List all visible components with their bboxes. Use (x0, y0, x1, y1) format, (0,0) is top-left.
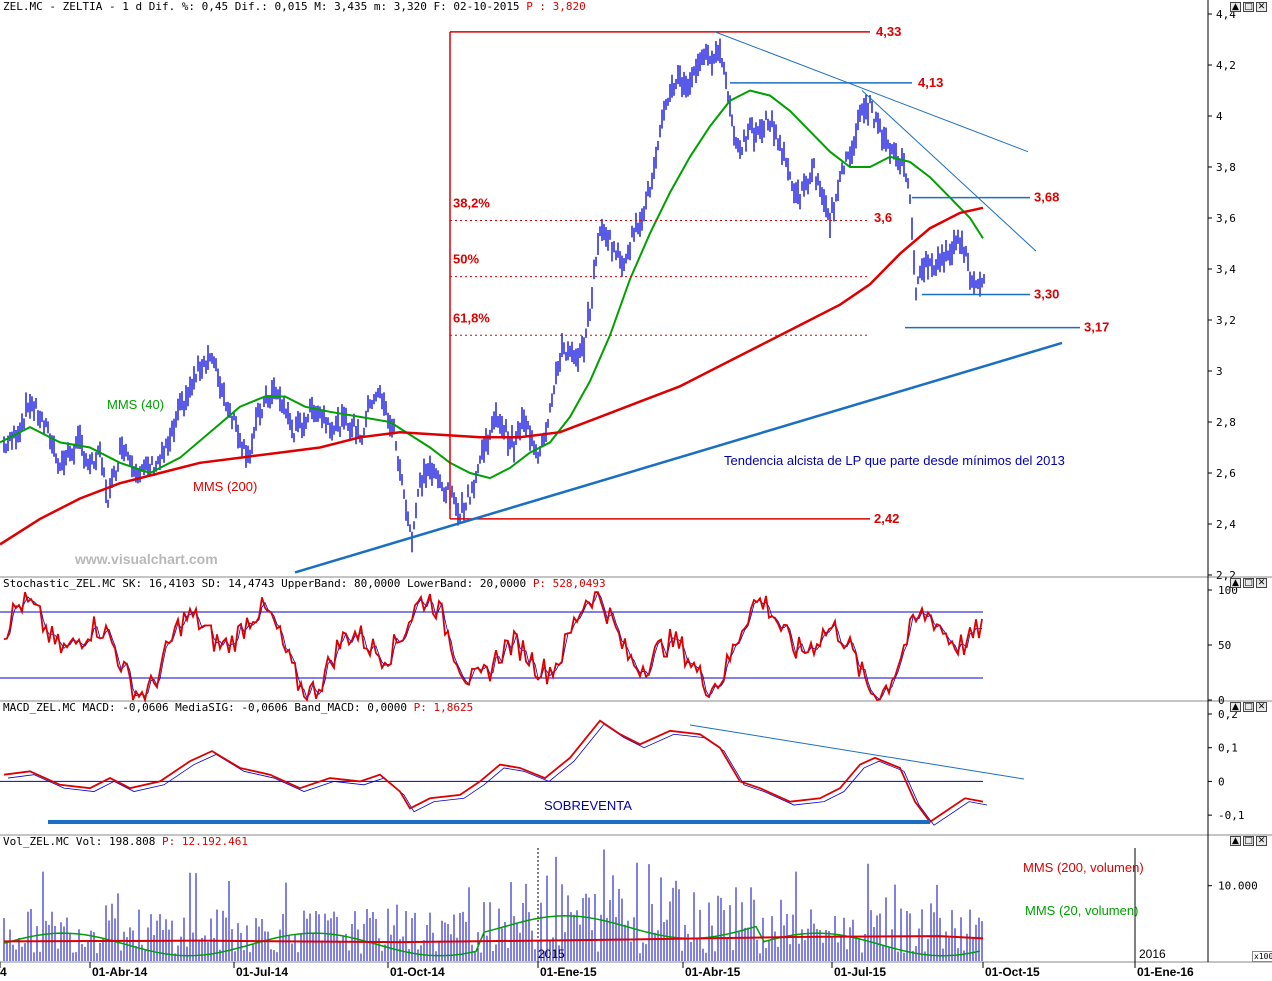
watermark: www.visualchart.com (75, 551, 218, 567)
macd-signal-line (7, 723, 988, 826)
oversold-label: SOBREVENTA (544, 798, 632, 813)
year-label-2015: 2015 (538, 947, 565, 961)
ma200-line (0, 206, 984, 546)
vol-panel-close-button[interactable]: ✕ (1256, 836, 1267, 846)
price-panel-close-button[interactable]: ✕ (1256, 2, 1267, 12)
macd-y-tick-label: -0,1 (1218, 809, 1245, 822)
vol-y-tick-label: 10.000 (1218, 880, 1258, 893)
price-y-tick-label: 3 (1216, 365, 1223, 378)
level-label: 3,68 (1034, 190, 1059, 205)
macd-y-tick-label: 0,1 (1218, 742, 1238, 755)
vol-ma20-label: MMS (20, volumen) (1025, 903, 1139, 918)
stoch-y-tick-label: 50 (1218, 639, 1231, 652)
fib-label: 61,8% (453, 310, 490, 325)
x-tick-label: 01-Oct-15 (985, 965, 1040, 979)
price-y-tick-label: 4,2 (1216, 59, 1236, 72)
x-tick-label: 01-Jul-15 (834, 965, 886, 979)
macd-panel-up-button[interactable]: ▲ (1230, 702, 1241, 712)
ma40-line (0, 89, 984, 480)
level-label: 2,42 (874, 511, 899, 526)
stoch-panel-close-button[interactable]: ✕ (1256, 578, 1267, 588)
ma40-label: MMS (40) (107, 397, 165, 412)
vol-header-text: Vol_ZEL.MC Vol: 198.808 (3, 835, 156, 848)
stoch-p-label: P: 528,0493 (532, 577, 606, 590)
level-label: 3,17 (1084, 320, 1109, 335)
price-y-tick-label: 3,8 (1216, 161, 1236, 174)
price-y-tick-label: 4 (1216, 110, 1223, 123)
macd-divergence-line (689, 724, 1025, 780)
macd-panel-close-button[interactable]: ✕ (1256, 702, 1267, 712)
macd-header: MACD_ZEL.MC MACD: -0,0606 MediaSIG: -0,0… (3, 701, 473, 714)
vol-unit-label: x100 (1252, 951, 1272, 962)
price-y-tick-label: 2,6 (1216, 467, 1236, 480)
price-y-tick-label: 3,2 (1216, 314, 1236, 327)
level-label: 3,30 (1034, 287, 1059, 302)
price-y-tick-label: 2,8 (1216, 416, 1236, 429)
macd-y-tick-label: 0 (1218, 775, 1225, 788)
stoch-header: Stochastic_ZEL.MC SK: 16,4103 SD: 14,474… (3, 577, 606, 590)
stoch-header-text: Stochastic_ZEL.MC SK: 16,4103 SD: 14,474… (3, 577, 527, 590)
stoch-sk-line (3, 591, 983, 704)
macd-p-label: P: 1,8625 (413, 701, 474, 714)
stoch-y-tick-label: 0 (1218, 694, 1225, 707)
macd-header-text: MACD_ZEL.MC MACD: -0,0606 MediaSIG: -0,0… (3, 701, 407, 714)
price-header: ZEL.MC - ZELTIA - 1 d Dif. %: 0,45 Dif.:… (3, 0, 586, 13)
stoch-panel-max-button[interactable]: □ (1243, 578, 1254, 588)
x-tick-label: 4 (0, 965, 7, 979)
x-tick-label: 01-Abr-15 (685, 965, 741, 979)
x-tick-label: 01-Oct-14 (390, 965, 445, 979)
year-label-2016: 2016 (1139, 947, 1166, 961)
vol-panel-max-button[interactable]: □ (1243, 836, 1254, 846)
x-tick-label: 01-Ene-15 (540, 965, 597, 979)
price-y-tick-label: 2,4 (1216, 518, 1236, 531)
level-label: 4,13 (918, 75, 943, 90)
x-tick-label: 01-Abr-14 (92, 965, 148, 979)
price-y-tick-label: 3,4 (1216, 263, 1236, 276)
trend-label: Tendencia alcista de LP que parte desde … (724, 453, 1065, 468)
price-panel-up-button[interactable]: ▲ (1230, 2, 1241, 12)
price-panel-max-button[interactable]: □ (1243, 2, 1254, 12)
stoch-sd-line (3, 591, 983, 701)
vol-header: Vol_ZEL.MC Vol: 198.808 P: 12.192.461 (3, 835, 248, 848)
vol-ma20-line (3, 915, 981, 957)
resistance-trendline-1 (714, 31, 1029, 153)
vol-p-label: P: 12.192.461 (161, 835, 249, 848)
level-label: 3,6 (874, 210, 892, 225)
level-label: 4,33 (876, 24, 901, 39)
vol-panel-up-button[interactable]: ▲ (1230, 836, 1241, 846)
ma200-label: MMS (200) (193, 479, 258, 494)
header-p-label: P : 3,820 (526, 0, 586, 13)
macd-panel-max-button[interactable]: □ (1243, 702, 1254, 712)
stoch-panel-up-button[interactable]: ▲ (1230, 578, 1241, 588)
fib-label: 38,2% (453, 196, 490, 211)
price-y-tick-label: 3,6 (1216, 212, 1236, 225)
x-tick-label: 01-Ene-16 (1137, 965, 1194, 979)
macd-line (3, 719, 984, 824)
vol-ma200-label: MMS (200, volumen) (1023, 860, 1144, 875)
header-text: ZEL.MC - ZELTIA - 1 d Dif. %: 0,45 Dif.:… (3, 0, 520, 13)
x-tick-label: 01-Jul-14 (236, 965, 288, 979)
vol-ma200-line (3, 935, 984, 944)
fib-label: 50% (453, 252, 479, 267)
resistance-trendline-2 (861, 90, 1037, 252)
long-term-trendline (294, 341, 1063, 574)
